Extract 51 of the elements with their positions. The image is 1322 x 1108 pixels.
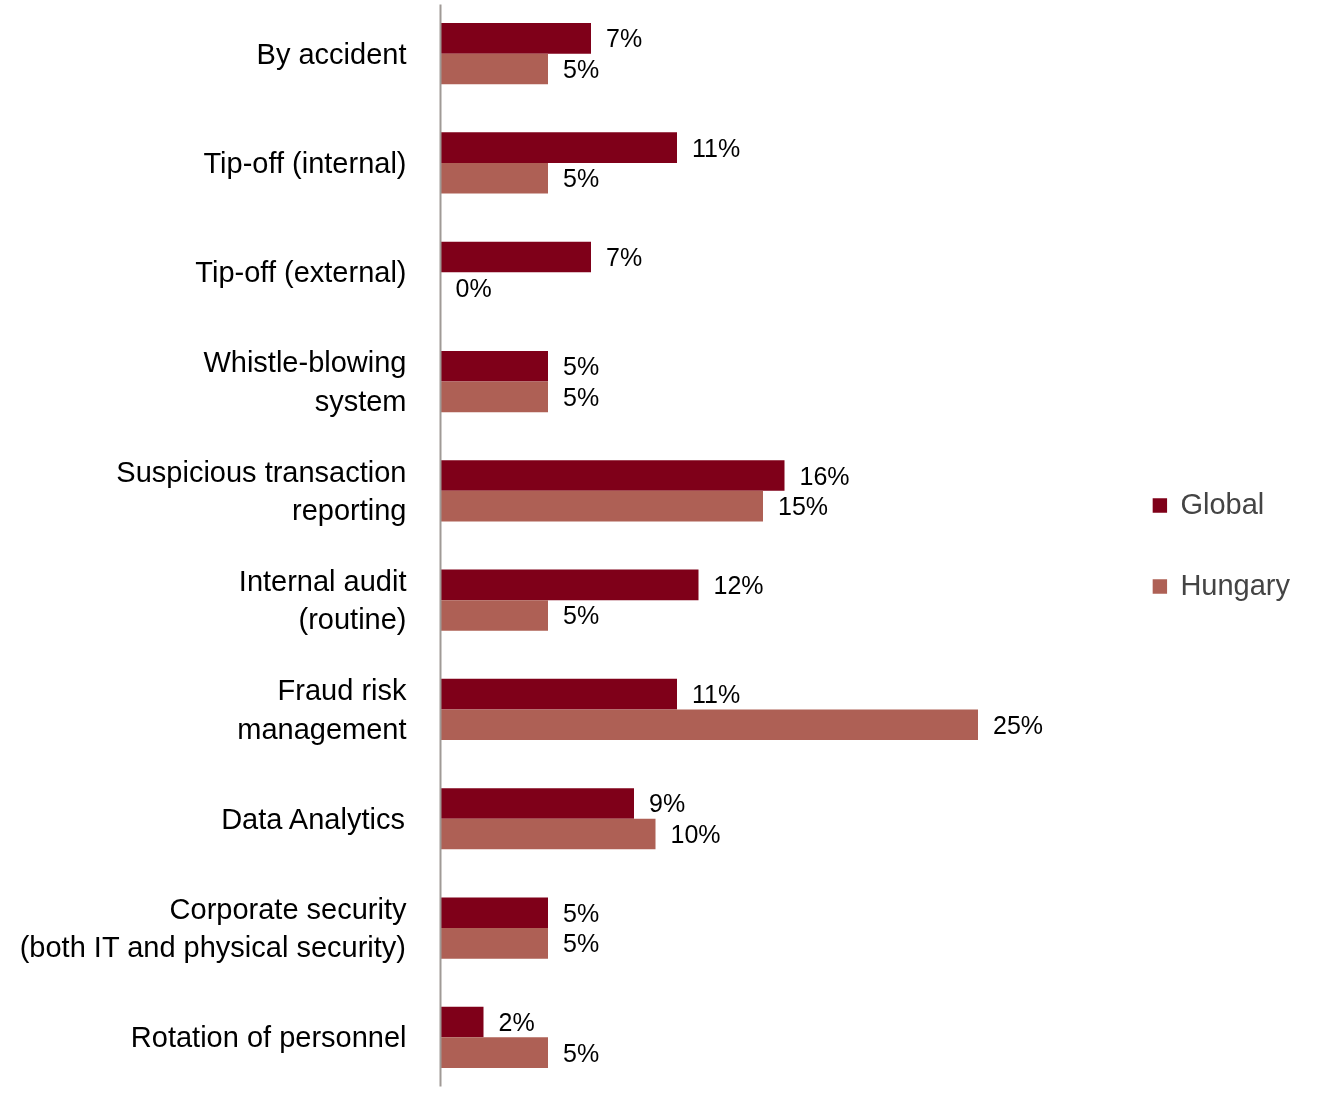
bar bbox=[440, 53, 548, 85]
data-label: 16% bbox=[799, 461, 850, 490]
y-tick-label: Fraud risk management bbox=[237, 674, 407, 745]
data-label: 5% bbox=[563, 929, 600, 958]
bar bbox=[440, 381, 548, 413]
bar bbox=[440, 1037, 548, 1068]
legend-label: Global bbox=[1180, 488, 1265, 521]
bar bbox=[440, 460, 785, 491]
bar bbox=[440, 678, 677, 710]
y-tick-label: Tip-off (external) bbox=[195, 256, 407, 289]
y-tick-label: Internal audit (routine) bbox=[238, 564, 407, 636]
bar bbox=[440, 709, 978, 741]
data-label: 5% bbox=[563, 601, 600, 630]
data-label: 5% bbox=[563, 54, 600, 83]
data-label: 7% bbox=[606, 242, 643, 271]
bar bbox=[440, 490, 763, 522]
legend-label: Hungary bbox=[1180, 569, 1290, 602]
data-label: 11% bbox=[692, 680, 741, 709]
bar bbox=[440, 241, 591, 273]
data-label: 25% bbox=[993, 710, 1044, 739]
bar bbox=[440, 818, 656, 850]
y-tick-label: Data Analytics bbox=[221, 802, 405, 835]
bar bbox=[440, 788, 634, 819]
data-label: 9% bbox=[649, 789, 686, 818]
data-label: 5% bbox=[563, 352, 600, 381]
y-tick-label: Tip-off (internal) bbox=[203, 146, 407, 179]
y-tick-label: Suspicious transaction reporting bbox=[116, 455, 407, 527]
data-label: 5% bbox=[563, 898, 600, 927]
y-tick-label: Rotation of personnel bbox=[130, 1021, 407, 1054]
bar bbox=[440, 928, 548, 959]
bar bbox=[440, 350, 548, 382]
bar bbox=[440, 132, 677, 163]
y-tick-label: By accident bbox=[256, 37, 407, 70]
y-tick-label: Corporate security (both IT and physical security) bbox=[19, 892, 407, 964]
bar bbox=[440, 600, 548, 631]
bar bbox=[440, 162, 548, 194]
bar bbox=[440, 897, 548, 929]
data-label: 12% bbox=[713, 570, 764, 599]
y-tick-label: Whistle-blowing system bbox=[203, 346, 407, 417]
data-label: 7% bbox=[606, 24, 643, 53]
data-label: 11% bbox=[692, 133, 741, 162]
data-label: 0% bbox=[455, 273, 492, 302]
bar bbox=[440, 1006, 484, 1038]
data-label: 15% bbox=[778, 492, 829, 521]
data-label: 5% bbox=[563, 1038, 600, 1067]
data-label: 5% bbox=[563, 164, 600, 193]
data-label: 5% bbox=[563, 382, 600, 411]
data-label: 10% bbox=[670, 820, 721, 849]
bar bbox=[440, 569, 699, 601]
data-label: 2% bbox=[498, 1008, 535, 1037]
bar bbox=[440, 23, 591, 54]
